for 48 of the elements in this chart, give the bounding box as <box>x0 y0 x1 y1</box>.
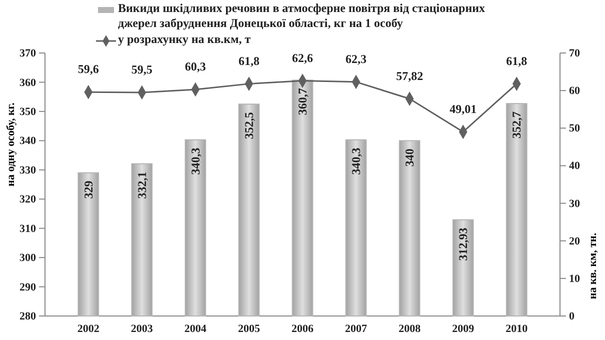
y2-tick-label: 50 <box>569 122 580 135</box>
x-tick-label: 2002 <box>77 322 100 335</box>
data-label: 352,7 <box>510 112 524 139</box>
data-label: 62,3 <box>346 52 367 66</box>
y-tick-label: 330 <box>20 164 36 176</box>
x-tick-label: 2005 <box>238 322 260 335</box>
data-label: 360,7 <box>296 88 310 116</box>
data-label: 59,6 <box>78 62 99 76</box>
data-label: 61,8 <box>506 54 528 68</box>
data-label: 57,82 <box>396 68 424 83</box>
y-axis-title: на одну особу, кг. <box>5 102 17 186</box>
data-label: 340 <box>402 148 417 167</box>
x-tick-label: 2010 <box>506 322 528 335</box>
data-label: 59,5 <box>131 62 152 76</box>
data-label: 60,3 <box>184 59 206 74</box>
x-tick-label: 2006 <box>292 322 314 335</box>
data-label: 340,3 <box>188 148 202 175</box>
y2-tick-label: 30 <box>569 198 580 210</box>
y2-tick-label: 70 <box>569 48 580 60</box>
y2-tick-label: 40 <box>569 160 580 172</box>
y-tick-label: 350 <box>20 106 36 118</box>
y-tick-label: 300 <box>20 252 36 264</box>
data-label: 332,1 <box>134 172 149 199</box>
y-tick-label: 340 <box>20 135 36 148</box>
y-tick-label: 290 <box>20 281 36 294</box>
data-label: 329 <box>81 180 96 199</box>
y-tick-label: 360 <box>20 76 36 89</box>
y-tick-label: 310 <box>20 222 36 235</box>
data-label: 340,3 <box>349 148 364 175</box>
y-tick-label: 320 <box>20 194 36 206</box>
y2-tick-label: 0 <box>569 310 575 323</box>
data-label: 49,01 <box>450 102 477 116</box>
x-tick-label: 2007 <box>345 322 368 335</box>
data-label: 62,6 <box>292 50 313 65</box>
x-tick-label: 2003 <box>130 322 154 335</box>
y-tick-label: 370 <box>20 48 36 60</box>
legend-label: у розрахунку на кв.км, т <box>118 32 251 46</box>
x-tick-label: 2009 <box>452 322 475 335</box>
y2-tick-label: 20 <box>569 235 580 248</box>
data-label: 312,93 <box>456 228 470 261</box>
y2-tick-label: 60 <box>569 85 580 98</box>
x-tick-label: 2004 <box>184 322 207 335</box>
y2-tick-label: 10 <box>569 272 580 285</box>
x-tick-label: 2008 <box>398 322 422 335</box>
y-tick-label: 280 <box>20 310 36 323</box>
data-label: 61,8 <box>238 54 260 68</box>
y2-axis-title: на кв. км, тн. <box>587 232 599 300</box>
data-label: 352,5 <box>242 112 256 140</box>
